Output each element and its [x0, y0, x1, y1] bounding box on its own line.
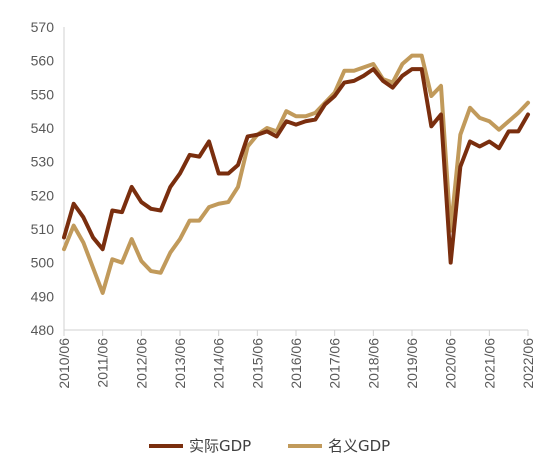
y-tick-label: 570: [31, 19, 55, 35]
x-tick-label: 2014/06: [211, 338, 227, 389]
x-tick-label: 2017/06: [327, 338, 343, 389]
y-tick-label: 540: [31, 120, 55, 136]
y-tick-label: 560: [31, 53, 55, 69]
series-line-real-gdp: [62, 67, 530, 265]
x-tick-label: 2016/06: [288, 338, 304, 389]
y-tick-label: 520: [31, 187, 55, 203]
y-axis-ticks: 480 490 500 510 520 530 540 550 560 570: [31, 19, 55, 338]
x-axis-ticks: 2010/06 2011/06 2012/06 2013/06 2014/06 2015/…: [56, 330, 536, 389]
legend-item-real-gdp: 实际GDP: [149, 437, 251, 455]
y-tick-label: 530: [31, 154, 55, 170]
x-tick-label: 2011/06: [95, 338, 111, 388]
x-tick-label: 2018/06: [365, 338, 381, 389]
x-tick-label: 2013/06: [172, 338, 188, 389]
x-tick-label: 2020/06: [443, 338, 459, 389]
x-tick-label: 2015/06: [249, 338, 265, 389]
x-tick-label: 2010/06: [56, 338, 72, 389]
x-tick-label: 2019/06: [404, 338, 420, 389]
x-tick-label: 2022/06: [520, 338, 536, 389]
y-tick-label: 510: [31, 221, 55, 237]
series-line-nominal-gdp: [62, 53, 530, 295]
series-lines: [62, 53, 530, 295]
x-tick-label: 2012/06: [133, 338, 149, 389]
legend-label: 名义GDP: [328, 437, 390, 455]
x-tick-label: 2021/06: [481, 338, 497, 389]
legend: 实际GDP 名义GDP: [149, 437, 390, 455]
y-tick-label: 490: [31, 288, 55, 304]
legend-item-nominal-gdp: 名义GDP: [288, 437, 390, 455]
y-tick-label: 550: [31, 86, 55, 102]
y-tick-label: 500: [31, 255, 55, 271]
y-tick-label: 480: [31, 322, 55, 338]
legend-label: 实际GDP: [189, 437, 251, 455]
